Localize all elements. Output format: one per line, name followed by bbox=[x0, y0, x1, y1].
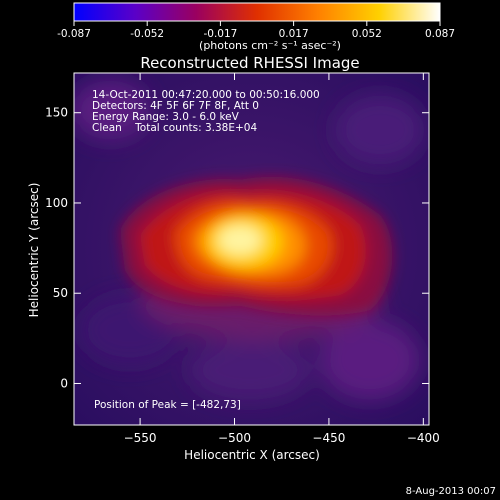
annotation-detectors: Detectors: 4F 5F 6F 7F 8F, Att 0 bbox=[92, 100, 259, 112]
annotation-time: 14-Oct-2011 00:47:20.000 to 00:50:16.000 bbox=[92, 89, 320, 101]
colorbar-tick-label: 0.087 bbox=[425, 28, 455, 40]
colorbar-tick-label: -0.052 bbox=[130, 28, 164, 40]
annotation-energy: Energy Range: 3.0 - 6.0 keV bbox=[92, 111, 240, 123]
colorbar-tick-label: -0.017 bbox=[203, 28, 237, 40]
x-tick-label: −400 bbox=[407, 431, 440, 445]
colorbar-tick-label: 0.052 bbox=[352, 28, 382, 40]
plot-frame bbox=[73, 72, 430, 426]
y-tick-label: 50 bbox=[53, 286, 68, 300]
colorbar-ticks: -0.087 -0.052 -0.017 0.017 0.052 0.087 bbox=[57, 21, 455, 40]
colorbar-units: (photons cm⁻² s⁻¹ asec⁻²) bbox=[199, 39, 341, 52]
y-axis-label: Heliocentric Y (arcsec) bbox=[27, 183, 41, 318]
peak-position-label: Position of Peak = [-482,73] bbox=[94, 399, 241, 411]
chart-title: Reconstructed RHESSI Image bbox=[140, 54, 359, 72]
y-tick-label: 150 bbox=[45, 106, 68, 120]
y-tick-label: 100 bbox=[45, 196, 68, 210]
colorbar-tick-label: 0.017 bbox=[279, 28, 309, 40]
x-tick-label: −550 bbox=[124, 431, 157, 445]
footer-date: 8-Aug-2013 00:07 bbox=[406, 486, 496, 497]
colorbar-tick-label: -0.087 bbox=[57, 28, 91, 40]
x-axis: −550 −500 −450 −400 bbox=[124, 73, 440, 445]
annotation-clean: Clean Total counts: 3.38E+04 bbox=[92, 122, 257, 134]
x-tick-label: −500 bbox=[218, 431, 251, 445]
x-axis-label: Heliocentric X (arcsec) bbox=[184, 448, 320, 462]
info-annotations: 14-Oct-2011 00:47:20.000 to 00:50:16.000… bbox=[92, 89, 320, 134]
colorbar-fill bbox=[73, 2, 441, 22]
y-axis: 0 50 100 150 bbox=[45, 106, 429, 390]
y-tick-label: 0 bbox=[60, 376, 68, 390]
x-tick-label: −450 bbox=[312, 431, 345, 445]
heatmap-image bbox=[74, 73, 429, 425]
colorbar: -0.087 -0.052 -0.017 0.017 0.052 0.087 (photo… bbox=[57, 2, 455, 52]
